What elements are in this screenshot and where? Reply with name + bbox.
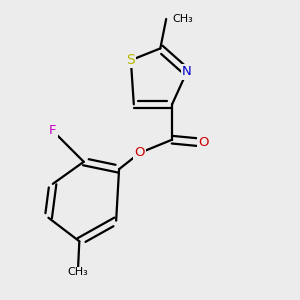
Text: F: F [49, 124, 57, 137]
Text: O: O [134, 146, 145, 159]
Text: CH₃: CH₃ [172, 14, 193, 24]
Text: O: O [198, 136, 208, 149]
Text: CH₃: CH₃ [68, 267, 88, 277]
Text: S: S [127, 53, 135, 67]
Text: N: N [182, 65, 192, 79]
